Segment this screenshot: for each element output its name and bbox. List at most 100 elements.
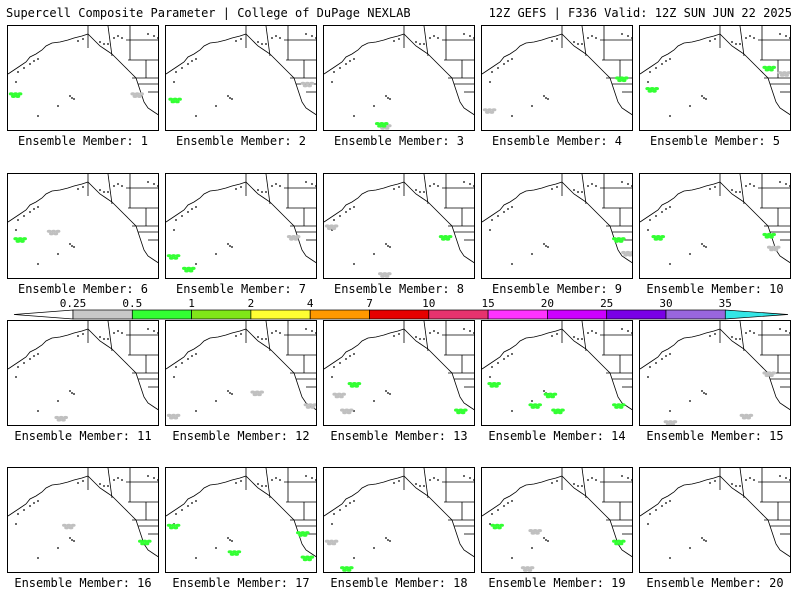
island: [669, 115, 671, 117]
island: [305, 328, 307, 330]
island: [731, 336, 733, 338]
island: [573, 336, 575, 338]
island: [227, 243, 229, 245]
island: [753, 479, 755, 481]
island: [57, 105, 59, 107]
ensemble-member-map: [7, 25, 159, 131]
island: [23, 67, 25, 69]
island: [547, 246, 549, 248]
scp-contour-gray: [300, 81, 315, 88]
colorbar-tick-label: 1: [188, 297, 195, 310]
island: [705, 98, 707, 100]
island: [709, 188, 711, 190]
island: [655, 67, 657, 69]
island: [71, 245, 73, 247]
island: [577, 191, 579, 193]
island: [23, 362, 25, 364]
coastline: [561, 328, 632, 411]
island: [173, 229, 175, 231]
colorbar-segment: [250, 309, 311, 320]
island: [753, 332, 755, 334]
island: [37, 500, 39, 502]
scp-contour-green: [138, 539, 152, 546]
member-map-svg: [166, 26, 316, 117]
member-map-svg: [640, 26, 790, 117]
colorbar-tick-label: 30: [659, 297, 672, 310]
island: [73, 98, 75, 100]
island: [349, 355, 351, 357]
island: [15, 376, 17, 378]
island: [745, 37, 747, 39]
island: [591, 330, 593, 332]
island: [373, 547, 375, 549]
island: [71, 539, 73, 541]
coastline: [265, 174, 271, 205]
island: [689, 253, 691, 255]
coastline: [8, 33, 89, 75]
island: [429, 185, 431, 187]
island: [473, 332, 474, 334]
island: [195, 557, 197, 559]
island: [735, 191, 737, 193]
island: [107, 191, 109, 193]
coastline: [719, 33, 790, 116]
island: [82, 38, 84, 40]
coastline: [107, 26, 113, 57]
coastline: [423, 468, 429, 499]
island: [265, 485, 267, 487]
island: [349, 60, 351, 62]
island: [703, 245, 705, 247]
island: [37, 557, 39, 559]
island: [240, 186, 242, 188]
island: [191, 60, 193, 62]
island: [271, 185, 273, 187]
island: [231, 98, 233, 100]
island: [423, 338, 425, 340]
scp-contour-green: [612, 237, 626, 243]
island: [753, 185, 755, 187]
island: [581, 43, 583, 45]
island: [429, 479, 431, 481]
coastline: [640, 475, 721, 517]
island: [77, 40, 79, 42]
island: [398, 186, 400, 188]
island: [463, 328, 465, 330]
island: [429, 332, 431, 334]
island: [423, 485, 425, 487]
island: [661, 358, 663, 360]
member-map-svg: [8, 321, 158, 422]
colorbar-segment: [665, 309, 726, 320]
ensemble-member-map: [639, 25, 791, 131]
coastline: [245, 475, 316, 558]
island: [507, 208, 509, 210]
island: [117, 35, 119, 37]
island: [669, 410, 671, 412]
scp-contour-green: [615, 76, 629, 83]
island: [669, 353, 671, 355]
member-map-svg: [8, 26, 158, 117]
island: [491, 366, 493, 368]
coastline: [8, 181, 89, 223]
ensemble-member-map: [165, 173, 317, 279]
island: [731, 41, 733, 43]
island: [271, 37, 273, 39]
scp-contour-green: [762, 232, 776, 239]
coastline: [166, 328, 247, 370]
ensemble-member-label: Ensemble Member: 11: [14, 429, 152, 443]
island: [735, 485, 737, 487]
island: [709, 40, 711, 42]
island: [103, 485, 105, 487]
island: [714, 186, 716, 188]
island: [497, 509, 499, 511]
island: [779, 328, 781, 330]
island: [191, 208, 193, 210]
ensemble-member-map: [7, 467, 159, 573]
island: [398, 480, 400, 482]
island: [429, 37, 431, 39]
island: [469, 183, 471, 185]
island: [231, 393, 233, 395]
island: [57, 547, 59, 549]
island: [311, 477, 313, 479]
ensemble-member-map: [323, 25, 475, 131]
island: [187, 211, 189, 213]
